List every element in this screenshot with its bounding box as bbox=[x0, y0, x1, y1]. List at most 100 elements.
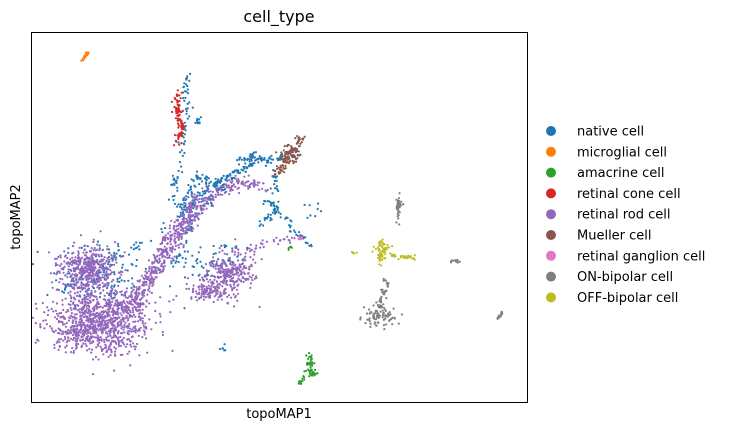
data-point bbox=[162, 221, 165, 225]
data-point bbox=[112, 330, 115, 333]
data-point bbox=[380, 301, 383, 304]
data-point bbox=[203, 205, 206, 208]
data-point bbox=[148, 287, 151, 290]
data-point bbox=[216, 181, 219, 184]
data-point bbox=[195, 212, 199, 215]
data-point bbox=[65, 341, 68, 344]
data-point bbox=[114, 347, 117, 350]
data-point bbox=[241, 268, 244, 271]
data-point bbox=[84, 327, 87, 330]
data-point bbox=[68, 316, 71, 319]
data-point bbox=[400, 313, 403, 316]
data-point bbox=[185, 78, 188, 81]
data-point bbox=[135, 241, 138, 244]
data-point bbox=[91, 285, 94, 288]
data-point bbox=[92, 308, 95, 311]
data-point bbox=[377, 315, 380, 318]
data-point bbox=[120, 339, 123, 342]
data-point bbox=[179, 111, 182, 114]
data-point bbox=[232, 283, 235, 286]
data-point bbox=[80, 307, 83, 310]
data-point bbox=[98, 296, 101, 299]
data-point bbox=[175, 260, 178, 263]
data-point bbox=[387, 282, 390, 285]
data-point bbox=[80, 336, 83, 339]
data-point bbox=[217, 258, 220, 261]
data-point bbox=[100, 311, 103, 314]
data-point bbox=[183, 250, 186, 253]
data-point bbox=[58, 344, 61, 348]
data-point bbox=[105, 301, 108, 304]
data-point bbox=[258, 224, 261, 227]
data-point bbox=[293, 237, 296, 240]
data-point bbox=[75, 342, 78, 345]
data-point bbox=[158, 312, 161, 315]
data-point bbox=[50, 327, 54, 330]
data-point bbox=[253, 253, 256, 256]
data-point bbox=[125, 325, 128, 328]
legend-label: microglial cell bbox=[577, 145, 667, 160]
data-point bbox=[382, 292, 385, 295]
data-point bbox=[211, 204, 214, 208]
data-point bbox=[213, 278, 216, 281]
data-point bbox=[196, 121, 199, 124]
data-point bbox=[126, 319, 129, 322]
data-point bbox=[223, 268, 227, 271]
data-point bbox=[385, 281, 388, 284]
data-point bbox=[84, 342, 87, 346]
data-point bbox=[237, 254, 240, 257]
data-point bbox=[136, 294, 139, 297]
data-point bbox=[229, 172, 232, 175]
data-point bbox=[117, 271, 121, 274]
data-point bbox=[218, 283, 222, 286]
data-point bbox=[78, 272, 81, 275]
data-point bbox=[195, 195, 198, 198]
data-point bbox=[179, 203, 182, 206]
data-point bbox=[287, 155, 290, 158]
data-point bbox=[96, 240, 100, 243]
data-point bbox=[248, 275, 251, 278]
data-point bbox=[379, 310, 382, 313]
data-point bbox=[383, 328, 386, 331]
data-point bbox=[303, 378, 306, 381]
data-point bbox=[95, 319, 98, 322]
data-point bbox=[238, 191, 241, 195]
data-point bbox=[241, 276, 244, 280]
data-point bbox=[172, 298, 175, 301]
data-point bbox=[199, 246, 202, 249]
data-point bbox=[114, 354, 117, 357]
data-point bbox=[231, 188, 234, 192]
data-point bbox=[313, 362, 316, 365]
data-point bbox=[177, 107, 180, 111]
data-point bbox=[37, 339, 40, 342]
data-point bbox=[62, 339, 65, 342]
data-point bbox=[148, 282, 151, 285]
data-point bbox=[205, 181, 208, 184]
data-point bbox=[105, 266, 108, 269]
data-point bbox=[71, 245, 75, 248]
data-point bbox=[170, 183, 173, 186]
data-point bbox=[64, 297, 67, 300]
data-point bbox=[223, 288, 226, 291]
data-point bbox=[298, 154, 301, 157]
data-point bbox=[140, 317, 143, 320]
data-point bbox=[216, 285, 219, 288]
data-point bbox=[126, 338, 129, 341]
data-point bbox=[82, 267, 85, 270]
data-point bbox=[174, 106, 178, 109]
data-point bbox=[284, 164, 287, 167]
data-point bbox=[127, 333, 130, 336]
data-point bbox=[58, 281, 61, 284]
data-point bbox=[362, 306, 366, 309]
data-point bbox=[258, 155, 261, 158]
data-point bbox=[92, 373, 95, 376]
data-point bbox=[73, 298, 76, 301]
data-point bbox=[359, 316, 362, 319]
data-point bbox=[262, 182, 265, 185]
data-point bbox=[81, 300, 84, 303]
data-point bbox=[201, 197, 204, 200]
data-point bbox=[110, 297, 113, 300]
data-point bbox=[98, 287, 101, 290]
data-point bbox=[80, 324, 83, 327]
legend-label: OFF-bipolar cell bbox=[577, 291, 678, 306]
